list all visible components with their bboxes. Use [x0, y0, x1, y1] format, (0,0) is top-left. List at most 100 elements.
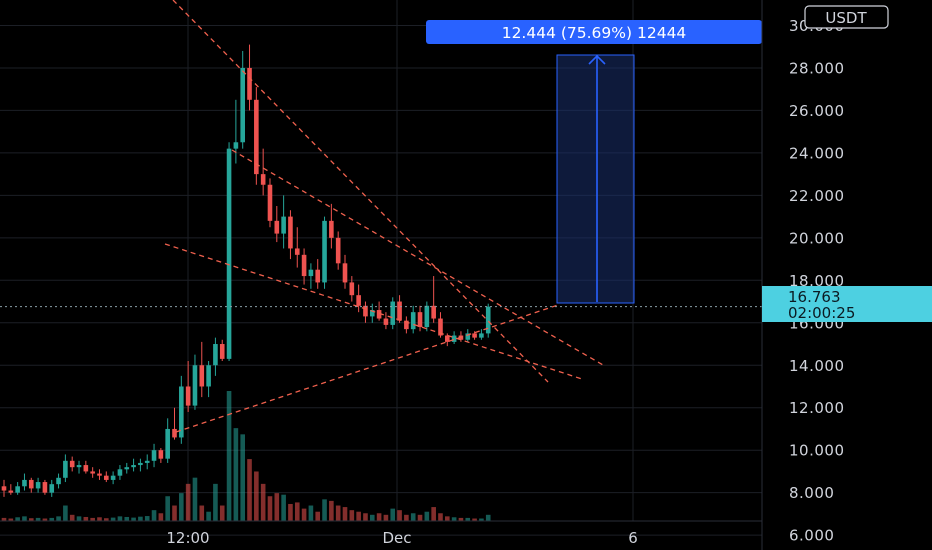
- volume-bar: [294, 502, 300, 521]
- y-tick-label: 26.000: [789, 102, 845, 120]
- volume-bar: [104, 518, 109, 521]
- volume-bar: [424, 511, 430, 521]
- candle-body: [254, 99, 259, 175]
- candle-body: [8, 490, 14, 493]
- volume-bar: [485, 514, 491, 521]
- currency-badge[interactable]: USDT: [804, 5, 889, 29]
- volume-bar: [397, 510, 402, 521]
- candle-body: [56, 477, 61, 485]
- time-axis[interactable]: 12:00 Dec 6: [0, 520, 762, 547]
- volume-bar: [308, 505, 314, 521]
- trendline-lower-wedge[interactable]: [164, 243, 583, 380]
- volume-bar: [410, 513, 416, 521]
- candle-body: [226, 148, 232, 359]
- volume-bar: [363, 513, 368, 521]
- candle-body: [1, 486, 7, 491]
- candle-body: [240, 67, 245, 143]
- candle-body: [451, 335, 457, 342]
- measure-arrow-head-icon: [588, 54, 606, 65]
- volume-bar: [451, 517, 457, 521]
- candle-body: [233, 142, 239, 149]
- candle-body: [192, 365, 198, 406]
- volume-bar: [472, 518, 477, 521]
- volume-bar: [144, 516, 150, 521]
- last-price-badge: 16.763 02:00:25: [762, 286, 932, 322]
- x-tick-label: 12:00: [166, 529, 209, 547]
- candle-body: [390, 301, 396, 325]
- volume-bar: [219, 505, 225, 521]
- volume-bar: [185, 483, 191, 521]
- volume-bar: [28, 518, 34, 521]
- volume-bar: [322, 499, 327, 521]
- candle-body: [172, 428, 177, 438]
- volume-bar: [15, 517, 20, 521]
- y-tick-label: 6.000: [789, 527, 834, 545]
- candle-body: [322, 220, 327, 283]
- volume-bar: [356, 511, 361, 521]
- volume-bar: [458, 517, 464, 521]
- volume-bar: [131, 517, 136, 521]
- candle-body: [383, 318, 389, 325]
- volume-bar: [342, 507, 348, 521]
- volume-bar: [83, 516, 89, 521]
- volume-bar: [390, 508, 396, 521]
- candle-body: [424, 305, 430, 328]
- volume-bar: [1, 517, 7, 521]
- volume-bar: [199, 505, 205, 521]
- volume-bar: [97, 517, 102, 521]
- y-tick-label: 18.000: [789, 272, 845, 290]
- candle-body: [329, 220, 334, 238]
- volume-bar: [165, 496, 170, 521]
- currency-label: USDT: [825, 9, 867, 27]
- volume-bar: [158, 513, 164, 521]
- volume-bar: [404, 514, 409, 521]
- volume-bar: [247, 459, 252, 521]
- trendlines[interactable]: [164, 0, 604, 433]
- measure-box: [556, 54, 635, 304]
- y-tick-label: 14.000: [789, 357, 845, 375]
- candle-body: [404, 320, 409, 330]
- candle-body: [104, 475, 109, 480]
- candle-body: [479, 333, 484, 338]
- volume-bar: [240, 434, 245, 521]
- candle-body: [308, 269, 314, 277]
- candle-body: [369, 310, 375, 317]
- candle-body: [267, 184, 273, 221]
- last-price-value: 16.763: [788, 288, 841, 306]
- candle-body: [485, 306, 491, 334]
- candle-body: [410, 312, 416, 330]
- candle-body: [131, 465, 136, 468]
- candle-body: [342, 263, 348, 283]
- volume-bar: [274, 493, 280, 521]
- price-axis[interactable]: 30.00028.00026.00024.00022.00020.00018.0…: [761, 0, 845, 550]
- candle-body: [28, 479, 34, 489]
- candle-body: [69, 460, 75, 468]
- volume-bar: [417, 514, 423, 521]
- volume-bar: [192, 477, 198, 521]
- volume-bar: [479, 518, 484, 521]
- price-range-measure[interactable]: 12.444 (75.69%) 12444: [426, 20, 762, 304]
- candle-body: [219, 344, 225, 359]
- volume-bar: [233, 428, 239, 521]
- volume-bar: [76, 516, 82, 521]
- volume-bars: [1, 391, 491, 521]
- candle-body: [35, 482, 41, 489]
- countdown-timer: 02:00:25: [788, 304, 855, 322]
- trendline-support[interactable]: [175, 304, 559, 433]
- candle-body: [376, 310, 382, 319]
- candle-body: [294, 248, 300, 255]
- candle-body: [151, 450, 157, 461]
- volume-bar: [281, 494, 286, 521]
- volume-bar: [90, 517, 95, 521]
- volume-bar: [22, 516, 27, 521]
- candle-body: [117, 469, 123, 476]
- volume-bar: [383, 514, 389, 521]
- volume-bar: [226, 391, 232, 521]
- volume-bar: [329, 500, 334, 521]
- volume-bar: [49, 517, 55, 521]
- volume-bar: [288, 503, 293, 521]
- volume-bar: [42, 518, 48, 521]
- candle-body: [213, 344, 218, 366]
- volume-bar: [254, 471, 259, 521]
